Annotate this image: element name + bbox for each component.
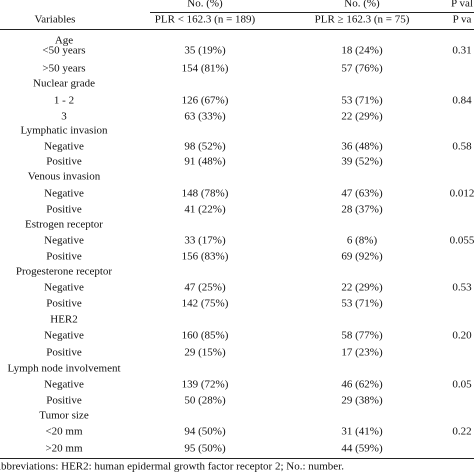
group-label: Tumor size	[39, 410, 89, 422]
row-label: Negative	[44, 282, 84, 294]
header-cell: No. (%)	[187, 0, 223, 10]
count-cell: 47 (25%)	[184, 282, 226, 294]
header-cell: Variables	[35, 14, 76, 26]
row-label: <50 years	[42, 45, 85, 57]
p-value: 0.58	[452, 141, 472, 153]
row-label: Negative	[44, 330, 84, 342]
count-cell: 69 (92%)	[341, 251, 383, 263]
count-cell: 17 (23%)	[341, 347, 383, 359]
count-cell: 44 (59%)	[341, 443, 383, 455]
count-cell: 29 (15%)	[184, 347, 226, 359]
row-label: 3	[61, 111, 67, 123]
count-cell: 39 (52%)	[341, 156, 383, 168]
count-cell: 35 (19%)	[184, 45, 226, 57]
header-cell: PLR < 162.3 (n = 189)	[155, 14, 256, 26]
p-value: 0.53	[452, 282, 472, 294]
count-cell: 29 (38%)	[341, 395, 383, 407]
header-cell: P val	[451, 0, 473, 10]
row-label: <20 mm	[45, 426, 83, 438]
count-cell: 160 (85%)	[182, 330, 229, 342]
count-cell: 6 (8%)	[347, 235, 378, 247]
header-cell: PLR ≥ 162.3 (n = 75)	[315, 14, 410, 26]
count-cell: 57 (76%)	[341, 63, 383, 75]
p-value: 0.055	[450, 235, 474, 247]
count-cell: 148 (78%)	[182, 188, 229, 200]
count-cell: 126 (67%)	[182, 95, 229, 107]
p-value: 0.012	[450, 188, 474, 200]
p-value: 0.05	[452, 379, 472, 391]
row-label: Positive	[46, 204, 82, 216]
header-cell: No. (%)	[344, 0, 380, 10]
row-label: Positive	[46, 156, 82, 168]
p-value: 0.20	[452, 330, 472, 342]
count-cell: 33 (17%)	[184, 235, 226, 247]
row-label: >20 mm	[45, 443, 83, 455]
count-cell: 154 (81%)	[182, 63, 229, 75]
count-cell: 156 (83%)	[182, 251, 229, 263]
p-value: 0.31	[452, 45, 471, 57]
count-cell: 46 (62%)	[341, 379, 383, 391]
count-cell: 22 (29%)	[341, 111, 383, 123]
count-cell: 94 (50%)	[184, 426, 226, 438]
count-cell: 139 (72%)	[182, 379, 229, 391]
count-cell: 31 (41%)	[341, 426, 383, 438]
count-cell: 98 (52%)	[184, 141, 226, 153]
count-cell: 53 (71%)	[341, 298, 383, 310]
group-label: Lymphatic invasion	[20, 125, 108, 137]
count-cell: 41 (22%)	[184, 204, 226, 216]
count-cell: 58 (77%)	[341, 330, 383, 342]
group-label: Estrogen receptor	[25, 219, 103, 231]
group-label: Progesterone receptor	[16, 266, 113, 278]
group-label: Venous invasion	[28, 171, 101, 183]
count-cell: 63 (33%)	[184, 111, 226, 123]
count-cell: 142 (75%)	[182, 298, 229, 310]
row-label: Negative	[44, 188, 84, 200]
count-cell: 47 (63%)	[341, 188, 383, 200]
p-value: 0.22	[452, 426, 471, 438]
count-cell: 28 (37%)	[341, 204, 383, 216]
row-label: Negative	[44, 379, 84, 391]
count-cell: 36 (48%)	[341, 141, 383, 153]
count-cell: 91 (48%)	[184, 156, 226, 168]
row-label: Negative	[44, 235, 84, 247]
row-label: >50 years	[42, 63, 85, 75]
count-cell: 95 (50%)	[184, 443, 226, 455]
row-label: Positive	[46, 251, 82, 263]
count-cell: 18 (24%)	[341, 45, 383, 57]
row-label: Positive	[46, 395, 82, 407]
group-label: HER2	[50, 314, 78, 326]
row-label: Negative	[44, 141, 84, 153]
p-value: 0.84	[452, 95, 472, 107]
group-label: Age	[55, 35, 73, 47]
count-cell: 50 (28%)	[184, 395, 226, 407]
header-cell: P va	[453, 14, 472, 26]
group-label: Nuclear grade	[33, 78, 95, 90]
footnote: Abbreviations: HER2: human epidermal gro…	[0, 461, 344, 473]
count-cell: 22 (29%)	[341, 282, 383, 294]
group-label: Lymph node involvement	[7, 363, 120, 375]
count-cell: 53 (71%)	[341, 95, 383, 107]
row-label: Positive	[46, 298, 82, 310]
row-label: 1 - 2	[54, 95, 74, 107]
row-label: Positive	[46, 347, 82, 359]
